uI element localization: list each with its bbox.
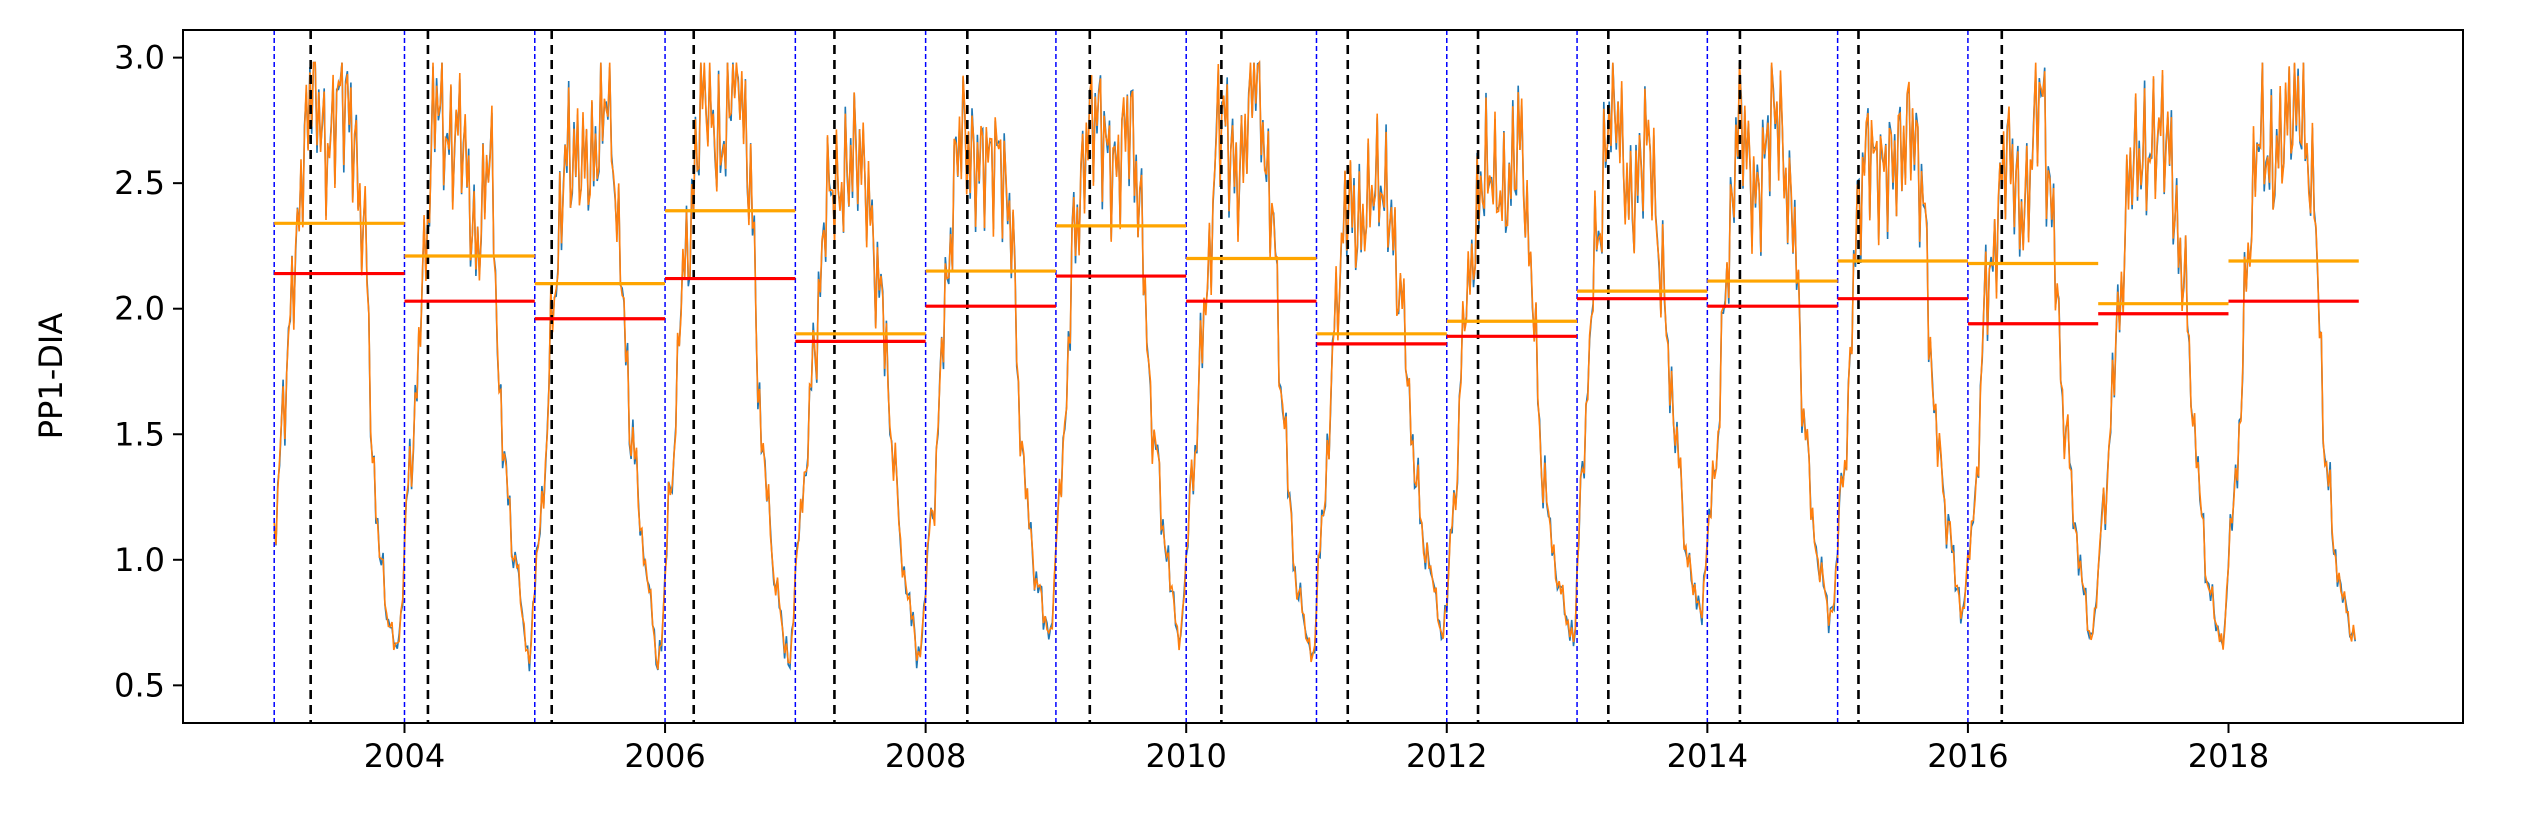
y-axis-label: PP1-DIA bbox=[32, 313, 70, 440]
x-tick-label-3: 2010 bbox=[1145, 737, 1226, 775]
x-tick-label-2: 2008 bbox=[885, 737, 966, 775]
x-tick-label-7: 2018 bbox=[2188, 737, 2269, 775]
y-tick-label-1: 1.0 bbox=[114, 541, 165, 579]
x-tick-label-0: 2004 bbox=[364, 737, 445, 775]
y-tick-label-0: 0.5 bbox=[114, 666, 165, 704]
plot-data-layer bbox=[273, 30, 2359, 723]
x-tick-label-1: 2006 bbox=[624, 737, 705, 775]
x-tick-label-5: 2014 bbox=[1667, 737, 1748, 775]
y-tick-label-4: 2.5 bbox=[114, 164, 165, 202]
y-tick-label-2: 1.5 bbox=[114, 415, 165, 453]
axes-frame bbox=[182, 29, 2464, 724]
x-tick-label-6: 2016 bbox=[1927, 737, 2008, 775]
y-tick-label-5: 3.0 bbox=[114, 39, 165, 77]
x-tick-label-4: 2012 bbox=[1406, 737, 1487, 775]
y-tick-label-3: 2.0 bbox=[114, 290, 165, 328]
series-line-orange bbox=[273, 59, 2356, 670]
axis-ticks-layer: 2004 2006 2008 2010 2012 2014 2016 2018 0.5 1.0 1.… bbox=[114, 39, 2269, 775]
